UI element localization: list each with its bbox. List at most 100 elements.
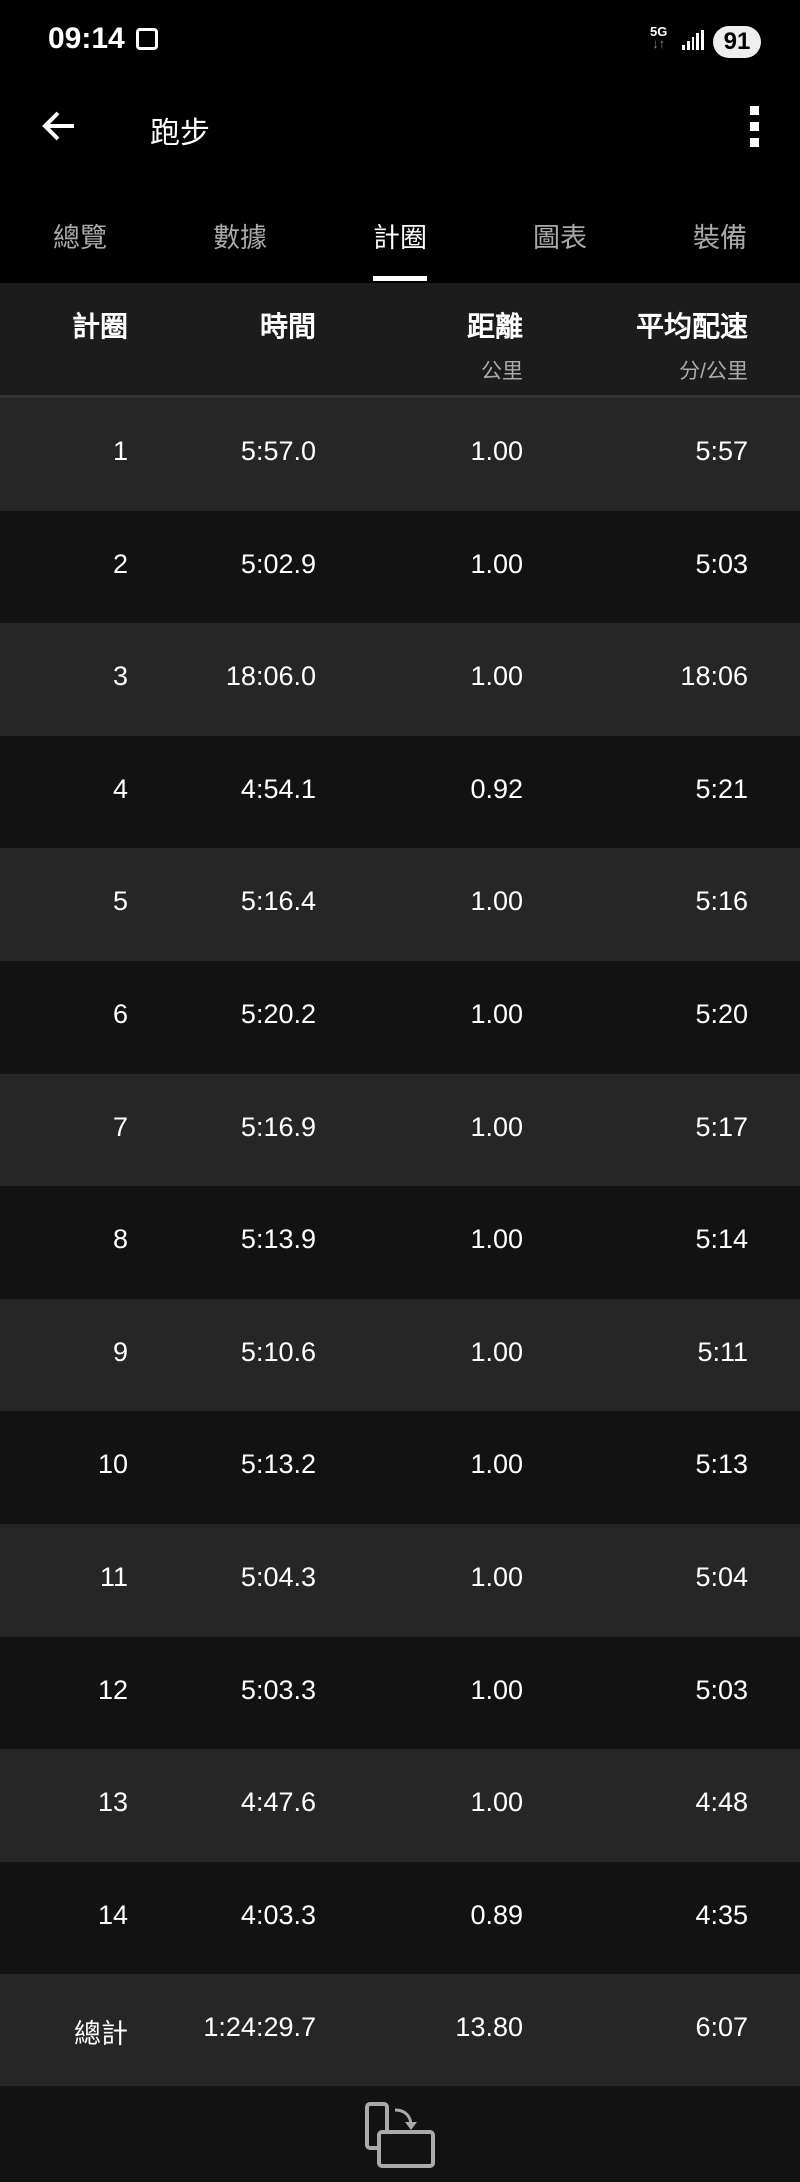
lap-number: 13 [97,1787,128,1818]
tab-laps[interactable]: 計圈 [320,204,480,282]
signal-icon [682,30,704,50]
table-row: 5 5:16.4 1.00 5:16 [0,848,800,961]
lap-pace: 18:06 [680,661,748,692]
bottom-bar [0,2086,800,2182]
lap-number: 12 [97,1674,128,1705]
lap-time: 5:10.6 [240,1336,316,1367]
lap-distance: 1.00 [470,886,523,917]
screenshot-icon [136,28,158,50]
lap-pace: 5:57 [695,436,748,466]
lap-time: 5:20.2 [240,998,316,1029]
lap-pace: 5:03 [695,1674,748,1705]
screen-rotate-icon[interactable] [365,2102,437,2168]
lap-time: 5:16.9 [240,1111,316,1142]
app-bar: 跑步 [0,84,800,204]
lap-number: 總計 [74,2019,128,2050]
lap-pace: 4:48 [695,1787,748,1818]
lap-number: 6 [112,998,128,1029]
lap-number: 5 [112,886,128,917]
table-row: 10 5:13.2 1.00 5:13 [0,1411,800,1524]
laps-table-body: 1 5:57.0 1.00 5:57 2 5:02.9 1.00 5:03 3 18:06.0 1.… [0,398,800,2087]
table-row: 3 18:06.0 1.00 18:06 [0,623,800,736]
tab-charts[interactable]: 圖表 [533,223,587,253]
lap-pace: 5:21 [695,773,748,804]
lap-number: 8 [112,1224,128,1255]
lap-pace: 6:07 [695,2012,748,2043]
lap-distance: 1.00 [470,1224,523,1255]
lap-time: 4:03.3 [240,1899,316,1930]
lap-pace: 5:17 [695,1111,748,1142]
table-row: 2 5:02.9 1.00 5:03 [0,510,800,624]
lap-time: 4:54.1 [240,773,316,804]
tab-bar: 總覽 數據 計圈 圖表 裝備 [0,204,800,282]
lap-pace: 5:04 [695,1561,748,1592]
lap-distance: 0.92 [470,773,523,804]
lap-distance: 1.00 [470,1449,523,1480]
table-row: 7 5:16.9 1.00 5:17 [0,1073,800,1187]
lap-distance: 1.00 [470,1111,523,1142]
table-row: 13 4:47.6 1.00 4:48 [0,1749,800,1862]
lap-distance: 1.00 [470,1561,523,1592]
tab-gear[interactable]: 裝備 [693,223,747,253]
lap-time: 4:47.6 [240,1787,316,1818]
lap-pace: 5:16 [695,886,748,917]
header-pace: 平均配速分/公里 [636,305,748,385]
table-row: 8 5:13.9 1.00 5:14 [0,1186,800,1299]
tab-overview[interactable]: 總覽 [53,223,107,253]
lap-pace: 4:35 [695,1899,748,1930]
lap-distance: 0.89 [470,1899,523,1930]
header-unit: 公里 [481,360,523,383]
table-row: 14 4:03.3 0.89 4:35 [0,1861,800,1975]
lap-distance: 1.00 [470,436,523,466]
status-bar: 09:14 5G ↓↑ 91 [0,0,800,84]
lap-time: 5:02.9 [240,548,316,579]
status-time: 09:14 [48,22,125,55]
lap-number: 9 [112,1336,128,1367]
lap-pace: 5:03 [695,548,748,579]
header-distance: 距離公里 [467,305,523,385]
lap-number: 3 [112,661,128,692]
lap-pace: 5:11 [697,1336,748,1367]
table-row: 1 5:57.0 1.00 5:57 [0,398,800,511]
header-label: 平均配速 [635,311,748,342]
table-header: 計圈 時間 距離公里 平均配速分/公里 [0,283,800,398]
lap-distance: 1.00 [470,1674,523,1705]
header-time: 時間 [260,305,316,345]
lap-number: 4 [112,773,128,804]
lap-number: 10 [97,1449,128,1480]
header-label: 距離 [466,311,523,342]
header-unit: 分/公里 [679,360,748,383]
table-row: 4 4:54.1 0.92 5:21 [0,735,800,849]
arrow-left-icon[interactable] [38,104,82,148]
lap-distance: 1.00 [470,1787,523,1818]
lap-number: 14 [97,1899,128,1930]
more-vert-icon[interactable] [740,102,768,150]
network-icon: 5G ↓↑ [650,24,668,51]
header-label: 計圈 [71,311,128,342]
lap-pace: 5:14 [695,1224,748,1255]
lap-time: 5:16.4 [240,886,316,917]
table-row: 12 5:03.3 1.00 5:03 [0,1636,800,1750]
lap-pace: 5:20 [695,998,748,1029]
lap-time: 5:04.3 [240,1561,316,1592]
total-row: 總計 1:24:29.7 13.80 6:07 [0,1974,800,2087]
table-row: 9 5:10.6 1.00 5:11 [0,1298,800,1412]
lap-number: 1 [112,436,128,466]
table-row: 6 5:20.2 1.00 5:20 [0,960,800,1074]
lap-number: 7 [112,1111,128,1142]
lap-distance: 1.00 [470,661,523,692]
lap-distance: 1.00 [470,1336,523,1367]
lap-distance: 1.00 [470,548,523,579]
lap-distance: 13.80 [455,2012,523,2043]
table-row: 11 5:04.3 1.00 5:04 [0,1523,800,1637]
tab-data[interactable]: 數據 [213,223,267,253]
lap-time: 5:13.2 [240,1449,316,1480]
lap-distance: 1.00 [470,998,523,1029]
lap-pace: 5:13 [695,1449,748,1480]
header-label: 時間 [259,311,316,342]
page-title: 跑步 [150,117,210,150]
lap-number: 2 [112,548,128,579]
header-lap: 計圈 [72,305,128,345]
lap-time: 18:06.0 [225,661,316,692]
lap-number: 11 [99,1561,128,1592]
